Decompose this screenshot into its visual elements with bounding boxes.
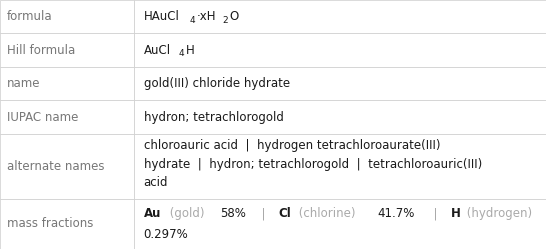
Text: H: H (186, 44, 194, 57)
Text: AuCl: AuCl (144, 44, 171, 57)
Text: HAuCl: HAuCl (144, 10, 180, 23)
Text: |: | (254, 207, 273, 220)
Text: Cl: Cl (278, 207, 291, 220)
Text: 0.297%: 0.297% (144, 228, 188, 241)
Text: 4: 4 (179, 49, 184, 58)
Text: ·xH: ·xH (197, 10, 217, 23)
Text: O: O (229, 10, 239, 23)
Bar (134, 198, 546, 249)
Text: 4: 4 (190, 16, 195, 25)
Bar (0, 33, 134, 67)
Text: (hydrogen): (hydrogen) (463, 207, 532, 220)
Text: hydron; tetrachlorogold: hydron; tetrachlorogold (144, 111, 283, 124)
Bar (0, 100, 134, 134)
Text: acid: acid (144, 176, 168, 189)
Text: alternate names: alternate names (7, 160, 104, 173)
Text: 58%: 58% (221, 207, 246, 220)
Bar (134, 33, 546, 67)
Bar (134, 134, 546, 198)
Bar (134, 67, 546, 100)
Bar (0, 67, 134, 100)
Text: IUPAC name: IUPAC name (7, 111, 78, 124)
Text: chloroauric acid  |  hydrogen tetrachloroaurate(III): chloroauric acid | hydrogen tetrachloroa… (144, 139, 440, 152)
Text: Au: Au (144, 207, 161, 220)
Bar (0, 134, 134, 198)
Text: 41.7%: 41.7% (378, 207, 415, 220)
Text: formula: formula (7, 10, 52, 23)
Text: H: H (450, 207, 460, 220)
Text: mass fractions: mass fractions (7, 217, 93, 230)
Text: name: name (7, 77, 40, 90)
Text: (chlorine): (chlorine) (295, 207, 359, 220)
Bar (0, 0, 134, 33)
Bar (134, 100, 546, 134)
Bar (0, 198, 134, 249)
Text: (gold): (gold) (166, 207, 208, 220)
Text: hydrate  |  hydron; tetrachlorogold  |  tetrachloroauric(III): hydrate | hydron; tetrachlorogold | tetr… (144, 158, 482, 171)
Text: Hill formula: Hill formula (7, 44, 75, 57)
Bar (134, 0, 546, 33)
Text: |: | (426, 207, 445, 220)
Text: gold(III) chloride hydrate: gold(III) chloride hydrate (144, 77, 290, 90)
Text: 2: 2 (222, 16, 228, 25)
